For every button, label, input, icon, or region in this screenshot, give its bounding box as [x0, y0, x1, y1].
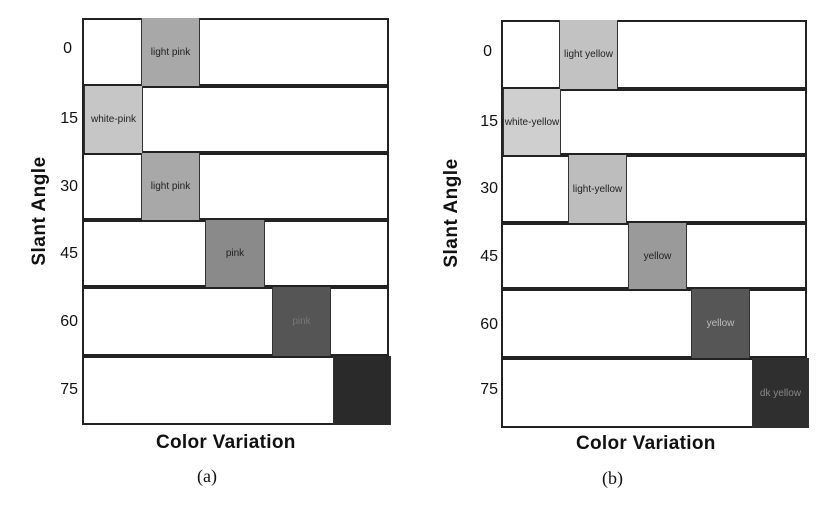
angle-label: 30 [480, 180, 498, 197]
x-axis-label: Color Variation [576, 433, 716, 454]
swatch-label: yellow [643, 250, 672, 262]
row-2: light pink [82, 153, 389, 220]
color-swatch: light pink [141, 153, 200, 220]
angle-label: 75 [480, 381, 498, 398]
caption: (a) [197, 466, 217, 486]
angle-label: 75 [60, 381, 78, 398]
color-swatch: dk yellow [752, 358, 809, 428]
color-swatch: white-pink [84, 86, 143, 153]
row-1: white-yellow [501, 89, 807, 155]
angle-label: 15 [480, 113, 498, 130]
swatch-label: light yellow [564, 49, 613, 60]
row-0: light yellow [501, 20, 807, 89]
swatch-label: white-yellow [504, 116, 560, 128]
color-swatch: pink [205, 220, 265, 287]
swatch-label: light pink [150, 46, 191, 58]
swatch-label: dk yellow [759, 387, 802, 399]
angle-label: 45 [480, 248, 498, 265]
swatch-label: pink [292, 316, 311, 327]
angle-label: 60 [480, 316, 498, 333]
swatch-label: white-pink [90, 114, 137, 125]
angle-label: 0 [483, 43, 492, 60]
color-swatch: yellow [628, 223, 687, 289]
row-0: light pink [82, 18, 389, 86]
color-swatch: yellow [691, 289, 750, 358]
swatch-label: yellow [706, 318, 735, 329]
caption: (b) [602, 468, 623, 488]
angle-label: 0 [63, 40, 72, 57]
row-3: yellow [501, 223, 807, 289]
color-swatch: light pink [141, 18, 200, 86]
color-swatch: white-yellow [503, 89, 561, 155]
x-axis-label: Color Variation [156, 432, 296, 453]
angle-label: 15 [60, 110, 78, 127]
color-swatch: light-yellow [568, 155, 627, 223]
color-swatch: pink [272, 287, 331, 356]
row-5: dk yellow [501, 358, 809, 428]
row-3: pink [82, 220, 389, 287]
row-5 [82, 356, 391, 425]
angle-label: 30 [60, 178, 78, 195]
row-1: white-pink [82, 86, 389, 153]
color-swatch: light yellow [559, 20, 618, 89]
swatch-label: light-yellow [572, 183, 623, 195]
row-4: yellow [501, 289, 807, 358]
row-4: pink [82, 287, 389, 356]
row-2: light-yellow [501, 155, 807, 223]
swatch-label: light pink [150, 181, 191, 192]
y-axis-label: Slant Angle [441, 158, 462, 268]
swatch-label: pink [225, 248, 245, 259]
color-swatch [333, 356, 391, 425]
angle-label: 45 [60, 245, 78, 262]
angle-label: 60 [60, 313, 78, 330]
